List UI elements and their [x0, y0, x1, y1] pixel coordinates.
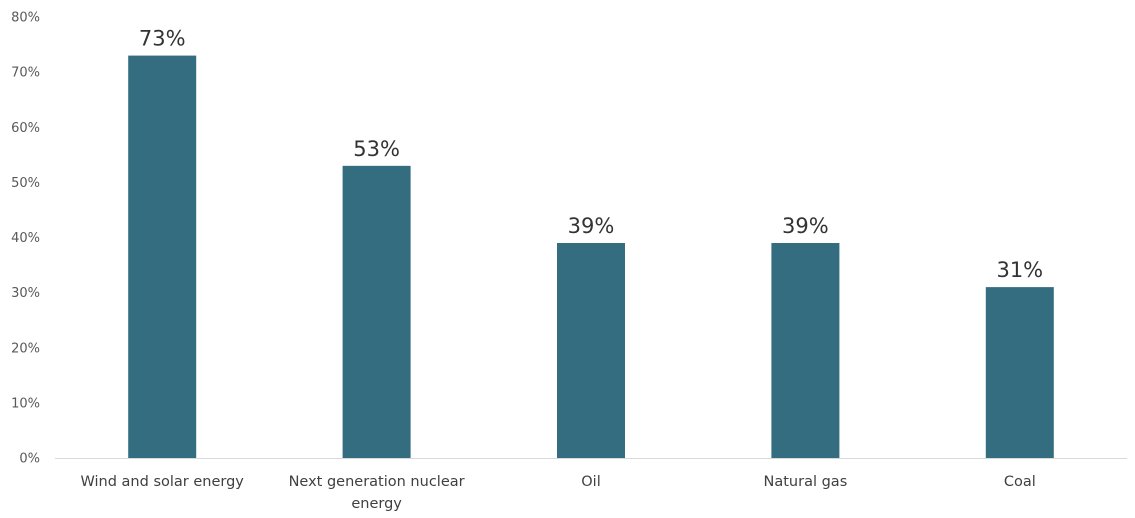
bars: [128, 55, 1054, 459]
y-tick-label: 30%: [11, 286, 40, 301]
x-category-label: Wind and solar energy: [81, 474, 245, 490]
x-category-label-line: Natural gas: [764, 474, 848, 490]
y-tick-label: 80%: [11, 11, 40, 26]
x-category-label-line: Wind and solar energy: [81, 474, 245, 490]
y-tick-label: 50%: [11, 176, 40, 191]
y-axis: 0% 10% 20% 30% 40% 50% 60% 70% 80%: [11, 11, 40, 467]
x-category-label-line: Next generation nuclear: [289, 474, 465, 490]
y-tick-label: 60%: [11, 121, 40, 136]
x-category-label: Coal: [1004, 474, 1036, 490]
y-tick-label: 40%: [11, 231, 40, 246]
y-tick-label: 10%: [11, 396, 40, 411]
x-category-label-line: Coal: [1004, 474, 1036, 490]
bar: [985, 287, 1054, 458]
data-labels: 73% 53% 39% 39% 31%: [139, 27, 1043, 283]
bar: [771, 243, 840, 458]
bar-value-label: 39%: [782, 214, 829, 238]
y-tick-label: 70%: [11, 66, 40, 81]
bar-value-label: 39%: [568, 214, 615, 238]
y-tick-label: 20%: [11, 341, 40, 356]
bar: [342, 165, 411, 458]
bar: [557, 243, 625, 458]
x-category-label: Natural gas: [764, 474, 848, 490]
x-category-label-line: energy: [351, 496, 402, 512]
bar-value-label: 53%: [353, 137, 400, 161]
x-category-label: Next generation nuclear energy: [289, 474, 465, 512]
x-category-label: Oil: [581, 474, 600, 490]
x-category-label-line: Oil: [581, 474, 600, 490]
bar-value-label: 73%: [139, 27, 186, 51]
bar-value-label: 31%: [996, 258, 1043, 282]
x-axis: Wind and solar energy Next generation nuc…: [55, 458, 1127, 512]
y-tick-label: 0%: [19, 452, 40, 467]
bar: [128, 55, 197, 459]
